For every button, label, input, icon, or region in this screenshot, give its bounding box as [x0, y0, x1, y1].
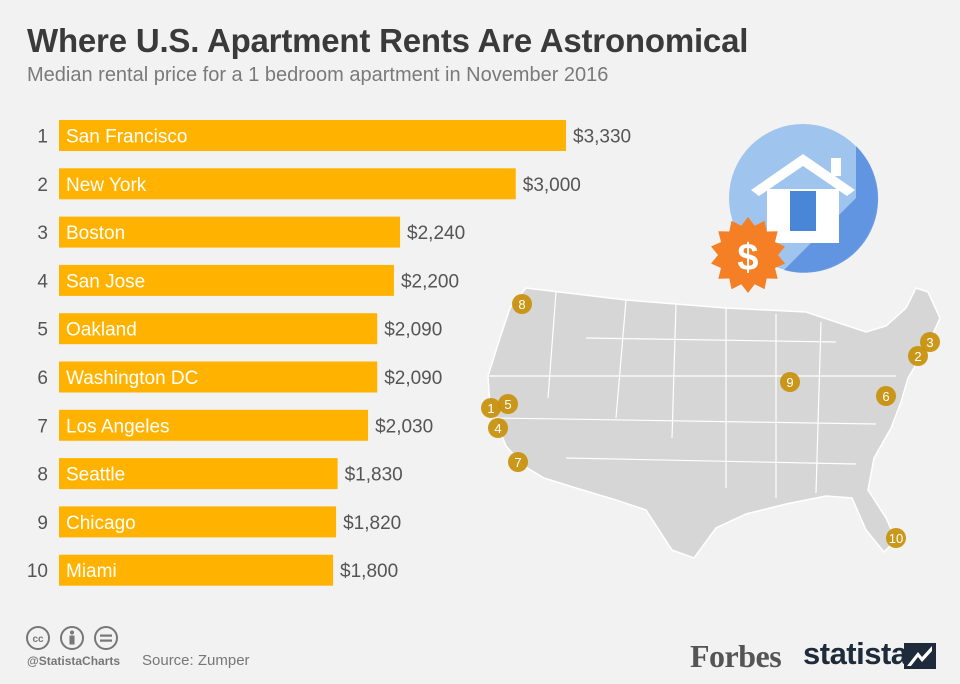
bar	[59, 554, 334, 586]
house-illustration: $	[711, 124, 879, 293]
bar-row: 7 Los Angeles $2,030	[37, 409, 433, 441]
rank-label: 4	[37, 271, 48, 292]
value-label: $3,000	[523, 175, 581, 196]
category-label: San Jose	[66, 271, 145, 292]
bar	[59, 458, 338, 490]
value-label: $1,820	[343, 513, 401, 534]
category-label: Seattle	[66, 465, 125, 486]
nd-icon	[94, 626, 118, 650]
chart-title: Where U.S. Apartment Rents Are Astronomi…	[27, 22, 749, 59]
category-label: Oakland	[66, 320, 137, 341]
rank-label: 7	[37, 416, 48, 437]
value-label: $2,240	[407, 223, 465, 244]
by-icon	[60, 626, 84, 650]
map-marker-label: 4	[494, 421, 501, 436]
bar	[59, 409, 369, 441]
bar-row: 8 Seattle $1,830	[37, 458, 403, 490]
bar	[59, 120, 566, 151]
map-marker: 3	[920, 332, 940, 352]
category-label: San Francisco	[66, 127, 187, 148]
value-label: $3,330	[573, 127, 631, 148]
map-marker: 1	[481, 398, 501, 418]
category-label: Miami	[66, 561, 117, 582]
bar-row: 6 Washington DC $2,090	[37, 361, 442, 393]
bar	[59, 168, 516, 200]
map-marker: 2	[908, 346, 928, 366]
category-label: Chicago	[66, 513, 136, 534]
value-label: $2,090	[384, 368, 442, 389]
bar	[59, 313, 378, 345]
map-marker: 8	[512, 294, 532, 314]
illustration-circle-shade	[784, 146, 879, 273]
bar	[59, 216, 401, 248]
dollar-badge-icon: $	[711, 217, 785, 293]
map-marker-label: 6	[882, 389, 889, 404]
statista-logo: statista	[803, 636, 908, 671]
house-icon	[751, 154, 855, 243]
us-land	[487, 287, 941, 559]
map-marker-label: 9	[786, 375, 793, 390]
map-marker: 9	[780, 372, 800, 392]
category-label: Los Angeles	[66, 416, 170, 437]
svg-text:cc: cc	[32, 634, 44, 645]
state-borders	[488, 291, 896, 498]
bar	[59, 506, 337, 538]
bar-row: 5 Oakland $2,090	[37, 313, 442, 345]
bar	[59, 361, 378, 393]
map-marker-label: 7	[514, 455, 521, 470]
dollar-symbol: $	[737, 237, 758, 279]
category-label: New York	[66, 175, 147, 196]
map-marker-label: 2	[914, 349, 921, 364]
value-label: $2,090	[384, 320, 442, 341]
value-label: $1,830	[345, 465, 403, 486]
map-marker: 6	[876, 386, 896, 406]
rank-label: 3	[37, 223, 48, 244]
license-icons: cc	[26, 626, 118, 650]
category-label: Washington DC	[66, 368, 198, 389]
social-handle: @StatistaCharts	[27, 654, 121, 668]
map-marker-label: 8	[518, 297, 525, 312]
map-marker-label: 1	[487, 401, 494, 416]
bar-chart: 1 San Francisco $3,330 2 New York $3,000 3 Bost…	[27, 120, 631, 586]
bar-row: 3 Boston $2,240	[37, 216, 465, 248]
statista-mark-icon	[904, 643, 936, 669]
map-marker-label: 10	[889, 531, 903, 546]
bar-row: 10 Miami $1,800	[27, 554, 398, 586]
map-marker: 5	[498, 394, 518, 414]
map-marker: 10	[886, 528, 906, 548]
rank-label: 10	[27, 561, 48, 582]
cc-icon: cc	[26, 626, 50, 650]
bar-row: 2 New York $3,000	[37, 168, 581, 200]
map-marker-label: 5	[504, 397, 511, 412]
value-label: $1,800	[340, 561, 398, 582]
rank-label: 2	[37, 175, 48, 196]
rank-label: 9	[37, 513, 48, 534]
rank-label: 5	[37, 320, 48, 341]
bar-row: 1 San Francisco $3,330	[37, 120, 631, 151]
bar-row: 9 Chicago $1,820	[37, 506, 401, 538]
category-label: Boston	[66, 223, 125, 244]
rank-label: 6	[37, 368, 48, 389]
map-marker-label: 3	[926, 335, 933, 350]
map-marker: 4	[488, 418, 508, 438]
map-marker: 7	[508, 452, 528, 472]
bar-row: 4 San Jose $2,200	[37, 264, 459, 296]
source-note: Source: Zumper	[142, 652, 250, 669]
forbes-logo: Forbes	[690, 638, 782, 674]
rank-label: 8	[37, 465, 48, 486]
rank-label: 1	[37, 127, 48, 148]
value-label: $2,030	[375, 416, 433, 437]
chart-subtitle: Median rental price for a 1 bedroom apar…	[27, 64, 609, 86]
value-label: $2,200	[401, 271, 459, 292]
bar	[59, 264, 394, 296]
